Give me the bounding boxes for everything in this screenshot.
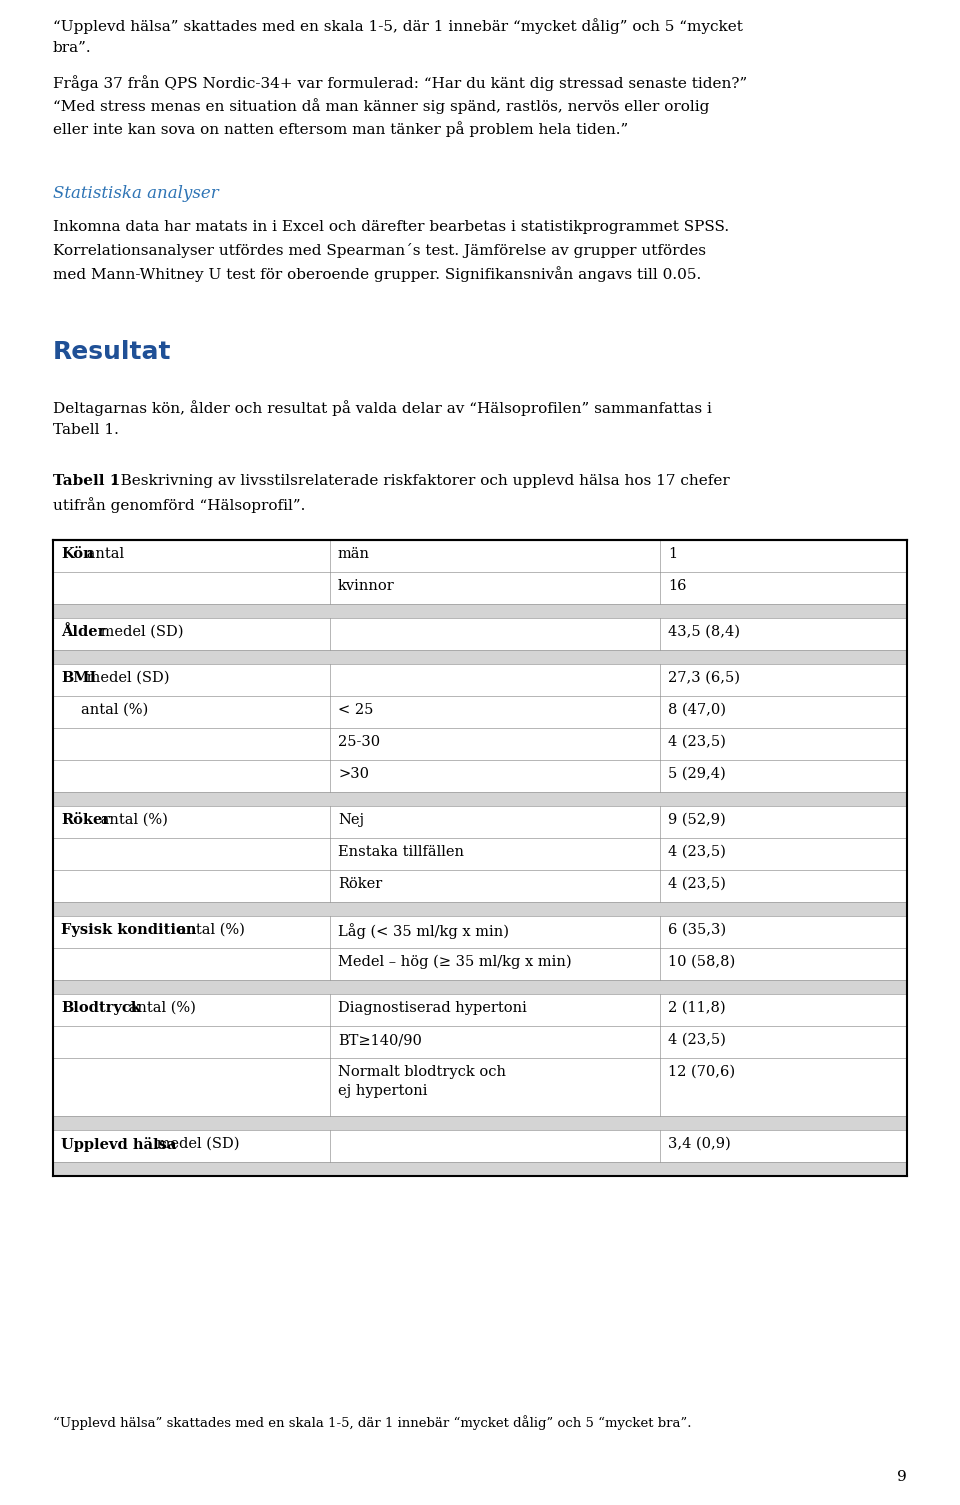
Text: Fråga 37 från QPS Nordic-34+ var formulerad: “Har du känt dig stressad senaste t: Fråga 37 från QPS Nordic-34+ var formule… <box>53 75 747 90</box>
Text: . Beskrivning av livsstilsrelaterade riskfaktorer och upplevd hälsa hos 17 chefe: . Beskrivning av livsstilsrelaterade ris… <box>110 474 730 488</box>
Bar <box>53 993 907 1026</box>
Bar <box>53 838 907 870</box>
Text: medel (SD): medel (SD) <box>152 1136 239 1151</box>
Text: Röker: Röker <box>61 813 110 828</box>
Bar <box>53 901 907 917</box>
Text: antal: antal <box>82 546 124 561</box>
Text: Kön: Kön <box>61 546 94 561</box>
Text: Resultat: Resultat <box>53 340 172 364</box>
Text: kvinnor: kvinnor <box>338 579 395 593</box>
Bar <box>53 1130 907 1162</box>
Text: BT≥140/90: BT≥140/90 <box>338 1032 421 1047</box>
Text: 16: 16 <box>668 579 686 593</box>
Bar <box>53 980 907 993</box>
Text: eller inte kan sova on natten eftersom man tänker på problem hela tiden.”: eller inte kan sova on natten eftersom m… <box>53 120 628 137</box>
Text: Tabell 1: Tabell 1 <box>53 474 120 488</box>
Bar <box>53 604 907 619</box>
Bar <box>53 760 907 792</box>
Text: 3,4 (0,9): 3,4 (0,9) <box>668 1136 731 1151</box>
Text: 4 (23,5): 4 (23,5) <box>668 844 726 859</box>
Text: 8 (47,0): 8 (47,0) <box>668 703 726 716</box>
Bar <box>53 792 907 807</box>
Text: Medel – hög (≥ 35 ml/kg x min): Medel – hög (≥ 35 ml/kg x min) <box>338 956 571 969</box>
Text: Ålder: Ålder <box>61 625 106 640</box>
Text: Enstaka tillfällen: Enstaka tillfällen <box>338 844 464 859</box>
Bar <box>53 1117 907 1130</box>
Bar <box>53 870 907 901</box>
Text: 1: 1 <box>668 546 677 561</box>
Text: antal (%): antal (%) <box>173 923 245 938</box>
Text: “Med stress menas en situation då man känner sig spänd, rastlös, nervös eller or: “Med stress menas en situation då man kä… <box>53 98 709 114</box>
Text: Låg (< 35 ml/kg x min): Låg (< 35 ml/kg x min) <box>338 923 509 939</box>
Text: med Mann-Whitney U test för oberoende grupper. Signifikansnivån angavs till 0.05: med Mann-Whitney U test för oberoende gr… <box>53 266 701 281</box>
Bar <box>53 695 907 728</box>
Text: Diagnostiserad hypertoni: Diagnostiserad hypertoni <box>338 1001 527 1014</box>
Text: 25-30: 25-30 <box>338 734 380 749</box>
Text: BMI: BMI <box>61 671 96 685</box>
Text: Korrelationsanalyser utfördes med Spearman´s test. Jämförelse av grupper utförde: Korrelationsanalyser utfördes med Spearm… <box>53 242 706 257</box>
Bar <box>53 1058 907 1117</box>
Text: antal (%): antal (%) <box>81 703 148 716</box>
Text: Statistiska analyser: Statistiska analyser <box>53 185 219 202</box>
Text: 4 (23,5): 4 (23,5) <box>668 1032 726 1047</box>
Text: 9: 9 <box>898 1470 907 1484</box>
Text: 9 (52,9): 9 (52,9) <box>668 813 726 828</box>
Text: medel (SD): medel (SD) <box>96 625 183 640</box>
Text: 4 (23,5): 4 (23,5) <box>668 877 726 891</box>
Text: < 25: < 25 <box>338 703 373 716</box>
Text: >30: >30 <box>338 768 369 781</box>
Text: 12 (70,6): 12 (70,6) <box>668 1066 735 1079</box>
Text: Upplevd hälsa: Upplevd hälsa <box>61 1136 177 1151</box>
Text: Tabell 1.: Tabell 1. <box>53 423 119 436</box>
Bar <box>53 540 907 572</box>
Text: Nej: Nej <box>338 813 364 828</box>
Text: antal (%): antal (%) <box>96 813 168 828</box>
Bar <box>53 619 907 650</box>
Bar <box>53 650 907 664</box>
Text: “Upplevd hälsa” skattades med en skala 1-5, där 1 innebär “mycket dålig” och 5 “: “Upplevd hälsa” skattades med en skala 1… <box>53 1415 691 1430</box>
Bar <box>53 1162 907 1175</box>
Text: Fysisk kondition: Fysisk kondition <box>61 923 197 938</box>
Text: ej hypertoni: ej hypertoni <box>338 1084 427 1099</box>
Bar <box>53 728 907 760</box>
Bar <box>53 572 907 604</box>
Text: Deltagarnas kön, ålder och resultat på valda delar av “Hälsoprofilen” sammanfatt: Deltagarnas kön, ålder och resultat på v… <box>53 400 712 415</box>
Text: medel (SD): medel (SD) <box>82 671 170 685</box>
Bar <box>53 664 907 695</box>
Text: Blodtryck: Blodtryck <box>61 1001 141 1014</box>
Text: bra”.: bra”. <box>53 41 91 56</box>
Bar <box>53 917 907 948</box>
Text: 2 (11,8): 2 (11,8) <box>668 1001 726 1014</box>
Bar <box>53 807 907 838</box>
Text: 10 (58,8): 10 (58,8) <box>668 956 735 969</box>
Text: “Upplevd hälsa” skattades med en skala 1-5, där 1 innebär “mycket dålig” och 5 “: “Upplevd hälsa” skattades med en skala 1… <box>53 18 743 35</box>
Bar <box>53 948 907 980</box>
Text: antal (%): antal (%) <box>124 1001 196 1014</box>
Text: Röker: Röker <box>338 877 382 891</box>
Text: 4 (23,5): 4 (23,5) <box>668 734 726 749</box>
Text: utifrån genomförd “Hälsoprofil”.: utifrån genomförd “Hälsoprofil”. <box>53 497 305 513</box>
Bar <box>53 1026 907 1058</box>
Text: 5 (29,4): 5 (29,4) <box>668 768 726 781</box>
Text: 27,3 (6,5): 27,3 (6,5) <box>668 671 740 685</box>
Text: Normalt blodtryck och: Normalt blodtryck och <box>338 1066 506 1079</box>
Text: 6 (35,3): 6 (35,3) <box>668 923 726 938</box>
Text: män: män <box>338 546 370 561</box>
Text: 43,5 (8,4): 43,5 (8,4) <box>668 625 740 640</box>
Text: Inkomna data har matats in i Excel och därefter bearbetas i statistikprogrammet : Inkomna data har matats in i Excel och d… <box>53 220 730 233</box>
